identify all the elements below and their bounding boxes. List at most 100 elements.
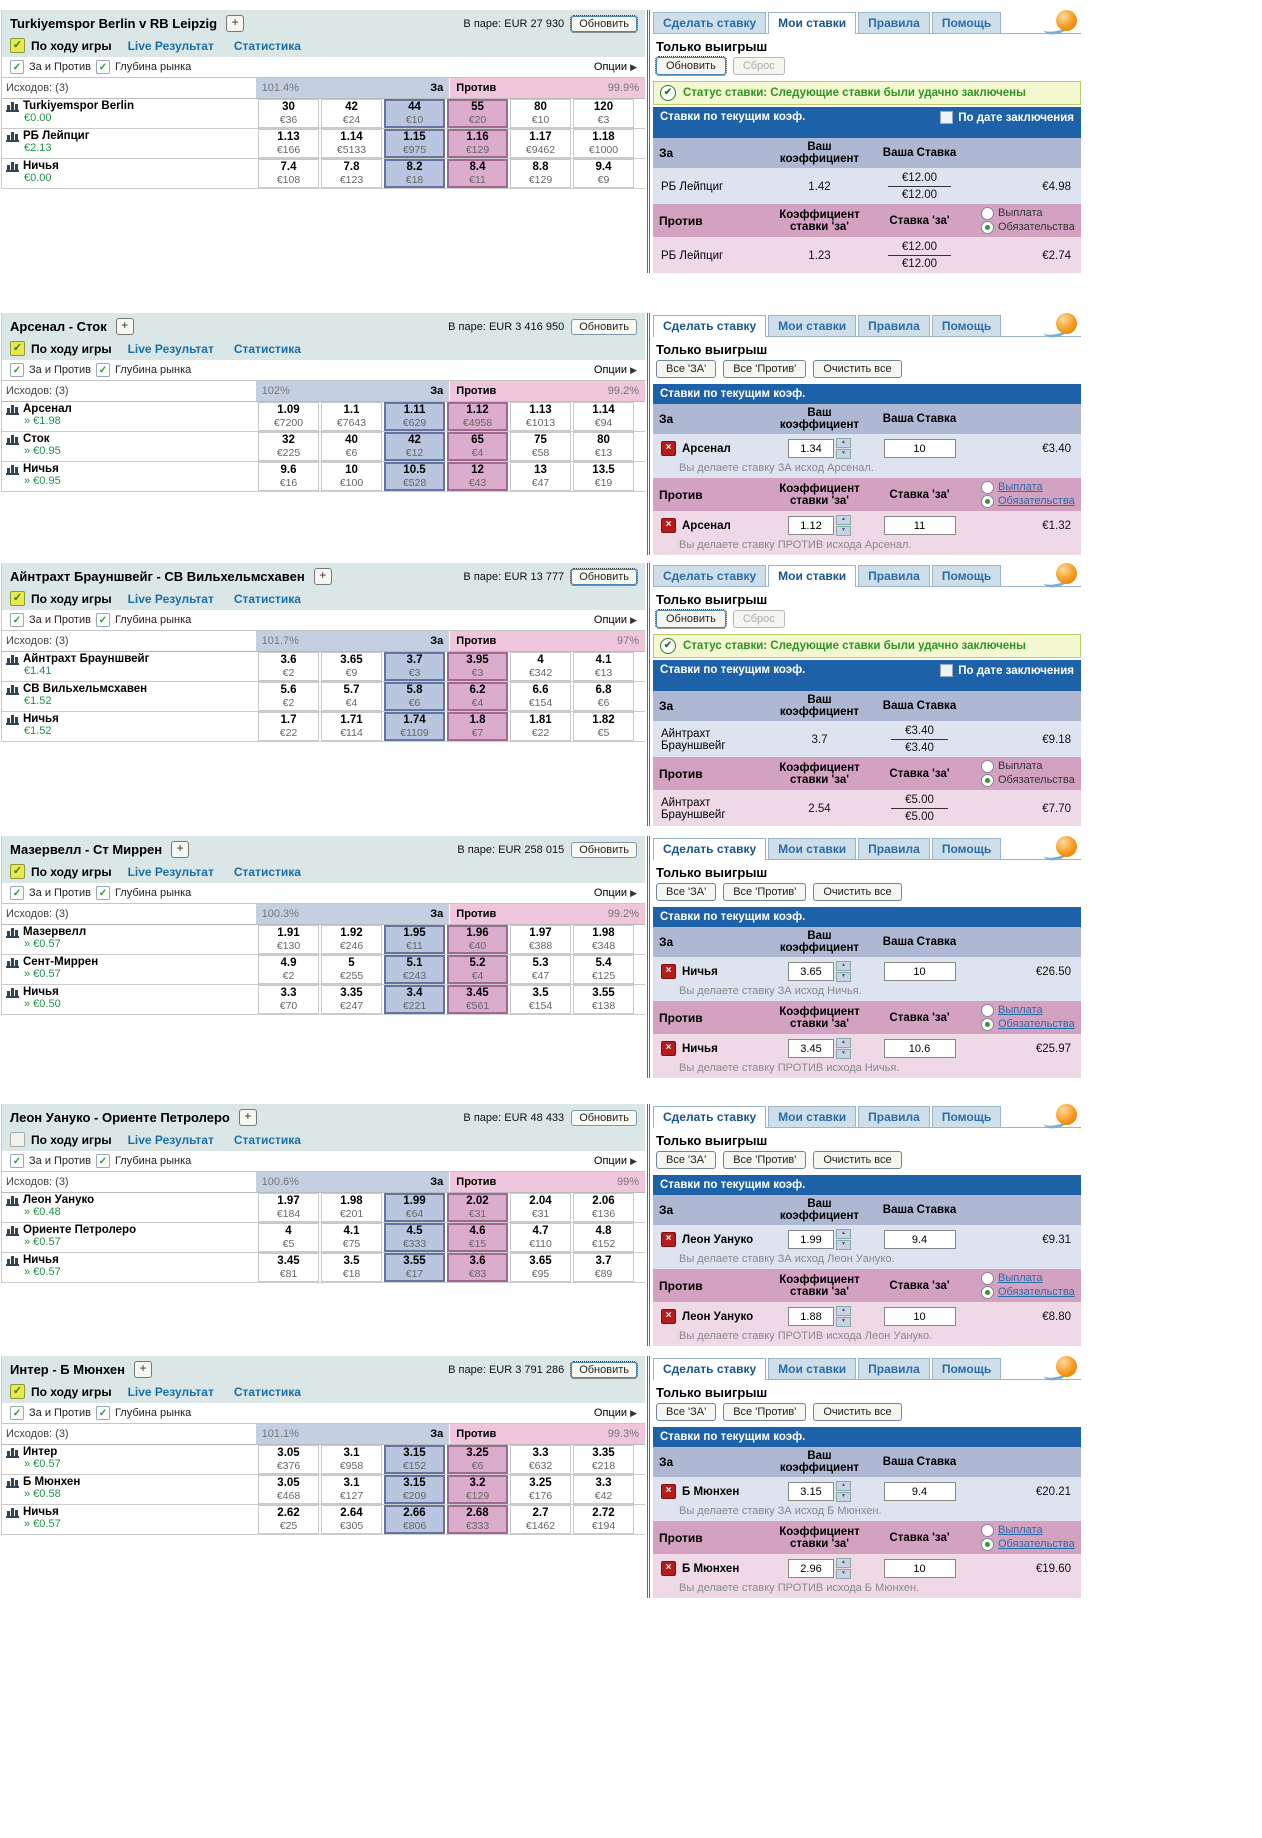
tab-place-bet[interactable]: Сделать ставку: [653, 838, 767, 860]
lay-price-cell[interactable]: 1.81 €22: [510, 712, 571, 741]
back-price-cell[interactable]: 1.13 €166: [258, 129, 319, 158]
tab-place-bet[interactable]: Сделать ставку: [653, 12, 767, 33]
refresh-button[interactable]: Обновить: [571, 318, 637, 335]
all-lay-button[interactable]: Все 'Против': [723, 1151, 807, 1169]
clear-all-button[interactable]: Очистить все: [813, 883, 902, 901]
odds-stepper[interactable]: ▲ ▼: [836, 1306, 851, 1327]
step-down-icon[interactable]: ▼: [836, 1569, 851, 1579]
step-down-icon[interactable]: ▼: [836, 1317, 851, 1327]
tab-help[interactable]: Помощь: [931, 1358, 1002, 1379]
lay-price-cell[interactable]: 4 €342: [510, 652, 571, 681]
back-price-cell[interactable]: 32 €225: [258, 432, 319, 461]
best-back-cell[interactable]: 5.8 €6: [384, 682, 445, 711]
market-depth-checkbox[interactable]: ✓: [95, 613, 110, 627]
stake-input[interactable]: [883, 1559, 956, 1578]
options-link[interactable]: Опции ▶: [593, 614, 637, 626]
back-price-cell[interactable]: 3.05 €468: [258, 1475, 319, 1504]
back-price-cell[interactable]: 3.5 €18: [321, 1253, 382, 1282]
lay-price-cell[interactable]: 5.4 €125: [573, 955, 634, 984]
back-price-cell[interactable]: 3.1 €127: [321, 1475, 382, 1504]
back-price-cell[interactable]: 40 €6: [321, 432, 382, 461]
best-lay-cell[interactable]: 3.45 €561: [447, 985, 508, 1014]
liability-radio[interactable]: [981, 1018, 994, 1031]
liability-radio[interactable]: [981, 221, 994, 234]
payout-radio[interactable]: [981, 1272, 994, 1285]
lay-price-cell[interactable]: 4.8 €152: [573, 1223, 634, 1252]
tab-rules[interactable]: Правила: [858, 1358, 930, 1379]
expand-market-button[interactable]: +: [115, 318, 134, 335]
tab-rules[interactable]: Правила: [858, 565, 930, 586]
lay-price-cell[interactable]: 6.6 €154: [510, 682, 571, 711]
lay-price-cell[interactable]: 3.25 €176: [510, 1475, 571, 1504]
best-lay-cell[interactable]: 3.95 €3: [447, 652, 508, 681]
remove-bet-icon[interactable]: ×: [661, 1484, 676, 1499]
tab-my-bets[interactable]: Мои ставки: [768, 565, 857, 587]
remove-bet-icon[interactable]: ×: [661, 964, 676, 979]
step-up-icon[interactable]: ▲: [836, 1558, 851, 1568]
back-lay-checkbox[interactable]: ✓: [10, 613, 24, 627]
best-back-cell[interactable]: 10.5 €528: [384, 462, 445, 491]
tab-place-bet[interactable]: Сделать ставку: [653, 315, 767, 337]
back-lay-checkbox[interactable]: ✓: [10, 363, 24, 377]
all-lay-button[interactable]: Все 'Против': [723, 1403, 807, 1421]
live-result-link[interactable]: Live Результат: [127, 38, 214, 53]
lay-price-cell[interactable]: 2.7 €1462: [510, 1505, 571, 1534]
lay-price-cell[interactable]: 6.8 €6: [573, 682, 634, 711]
live-result-link[interactable]: Live Результат: [127, 591, 214, 606]
back-price-cell[interactable]: 4.1 €75: [321, 1223, 382, 1252]
odds-stepper[interactable]: ▲ ▼: [836, 1558, 851, 1579]
remove-bet-icon[interactable]: ×: [661, 518, 676, 533]
odds-input[interactable]: [788, 962, 834, 981]
lay-price-cell[interactable]: 8.8 €129: [510, 159, 571, 188]
remove-bet-icon[interactable]: ×: [661, 1041, 676, 1056]
tab-place-bet[interactable]: Сделать ставку: [653, 565, 767, 586]
lay-price-cell[interactable]: 3.5 €154: [510, 985, 571, 1014]
back-price-cell[interactable]: 3.3 €70: [258, 985, 319, 1014]
back-price-cell[interactable]: 30 €36: [258, 99, 319, 128]
best-lay-cell[interactable]: 4.6 €15: [447, 1223, 508, 1252]
tab-rules[interactable]: Правила: [858, 838, 930, 859]
tab-rules[interactable]: Правила: [858, 1106, 930, 1127]
best-back-cell[interactable]: 8.2 €18: [384, 159, 445, 188]
best-lay-cell[interactable]: 3.6 €83: [447, 1253, 508, 1282]
expand-market-button[interactable]: +: [238, 1109, 257, 1126]
best-lay-cell[interactable]: 1.8 €7: [447, 712, 508, 741]
back-price-cell[interactable]: 7.8 €123: [321, 159, 382, 188]
refresh-button[interactable]: Обновить: [570, 1360, 638, 1379]
step-down-icon[interactable]: ▼: [836, 526, 851, 536]
odds-stepper[interactable]: ▲ ▼: [836, 1481, 851, 1502]
stake-input[interactable]: [883, 1307, 956, 1326]
step-down-icon[interactable]: ▼: [836, 972, 851, 982]
back-price-cell[interactable]: 3.45 €81: [258, 1253, 319, 1282]
lay-price-cell[interactable]: 3.3 €632: [510, 1445, 571, 1474]
back-price-cell[interactable]: 10 €100: [321, 462, 382, 491]
back-price-cell[interactable]: 9.6 €16: [258, 462, 319, 491]
odds-input[interactable]: [788, 516, 834, 535]
all-lay-button[interactable]: Все 'Против': [723, 883, 807, 901]
reset-button[interactable]: Сброс: [732, 57, 785, 75]
stake-input[interactable]: [883, 1230, 956, 1249]
live-result-link[interactable]: Live Результат: [127, 341, 214, 356]
step-down-icon[interactable]: ▼: [836, 449, 851, 459]
all-back-button[interactable]: Все 'ЗА': [656, 883, 717, 901]
best-lay-cell[interactable]: 1.12 €4958: [447, 402, 508, 431]
tab-help[interactable]: Помощь: [931, 1106, 1002, 1127]
inplay-checkbox[interactable]: ✓: [10, 591, 25, 606]
expand-market-button[interactable]: +: [171, 841, 190, 858]
step-down-icon[interactable]: ▼: [836, 1240, 851, 1250]
lay-price-cell[interactable]: 4.7 €110: [510, 1223, 571, 1252]
best-back-cell[interactable]: 1.74 €1109: [384, 712, 445, 741]
odds-input[interactable]: [788, 1307, 834, 1326]
tab-my-bets[interactable]: Мои ставки: [768, 1358, 857, 1379]
lay-price-cell[interactable]: 2.06 €136: [573, 1193, 634, 1222]
lay-price-cell[interactable]: 1.13 €1013: [510, 402, 571, 431]
clear-all-button[interactable]: Очистить все: [813, 360, 902, 378]
best-back-cell[interactable]: 5.1 €243: [384, 955, 445, 984]
best-back-cell[interactable]: 1.11 €629: [384, 402, 445, 431]
best-lay-cell[interactable]: 1.96 €40: [447, 925, 508, 954]
best-back-cell[interactable]: 4.5 €333: [384, 1223, 445, 1252]
inplay-checkbox[interactable]: ✓: [10, 341, 25, 356]
lay-price-cell[interactable]: 1.17 €9462: [510, 129, 571, 158]
back-price-cell[interactable]: 1.71 €114: [321, 712, 382, 741]
payout-radio[interactable]: [981, 1524, 994, 1537]
